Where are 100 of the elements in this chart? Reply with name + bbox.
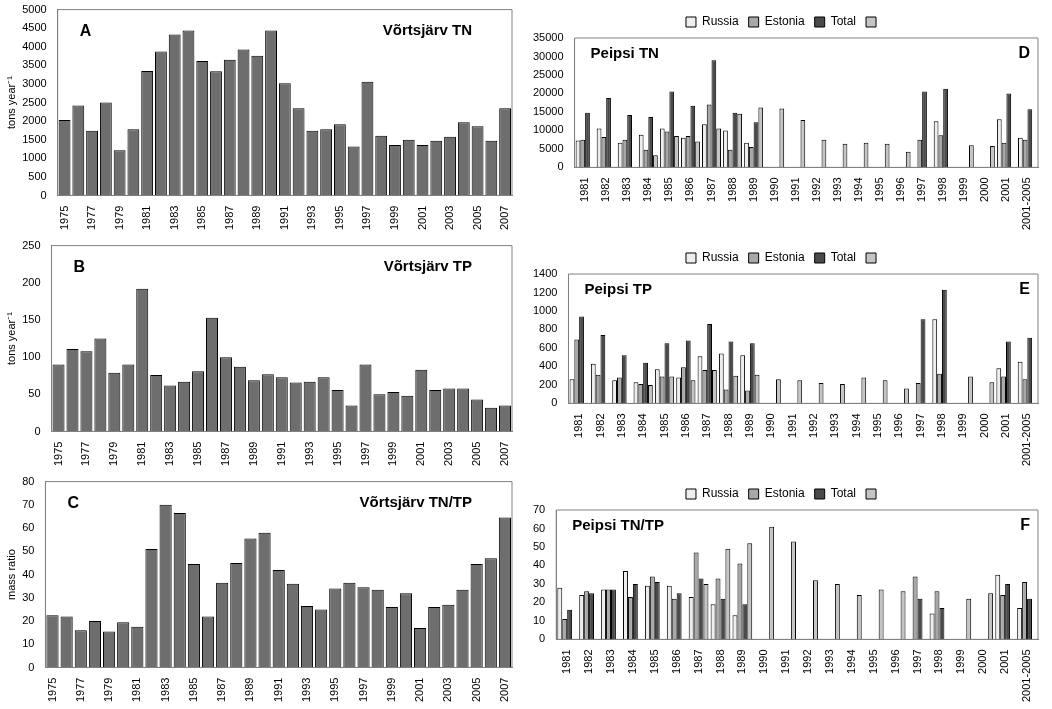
x-tick-label: 1997 [915, 177, 928, 202]
y-tick-label: 50 [532, 540, 546, 552]
y-tick-label: 200 [22, 275, 41, 288]
x-tick-label: 1994 [851, 177, 864, 202]
x-tick-label: 1984 [636, 413, 649, 438]
x-tick-label: 1975 [57, 205, 70, 231]
x-tick-label: 1995 [330, 441, 343, 467]
x-tick-label: 1996 [894, 177, 907, 202]
y-tick-label: 70 [22, 497, 35, 510]
x-tick-label: 2005 [470, 205, 483, 231]
x-tick-label: 1999 [384, 677, 397, 703]
x-tick-label: 2000 [976, 649, 989, 674]
x-tick-label: 1987 [700, 413, 713, 438]
x-tick-label: 1987 [222, 205, 235, 231]
y-tick-label: 35000 [532, 31, 564, 44]
y-tick-label: 30000 [532, 49, 564, 62]
x-tick-label: 1986 [683, 177, 696, 202]
x-tick-label: 1997 [913, 413, 926, 438]
y-tick-label: 800 [539, 322, 558, 335]
y-tick-label: 20 [532, 595, 546, 608]
x-tick-label: 1999 [957, 177, 970, 202]
x-tick-label: 1988 [713, 649, 726, 674]
y-tick-label: 400 [539, 359, 558, 372]
y-tick-label: 40 [22, 567, 35, 580]
x-tick-label: 1988 [721, 413, 734, 438]
x-tick-label: 2001 [413, 677, 426, 703]
x-tick-label: 1975 [45, 677, 58, 703]
legend-label: Estonia [764, 486, 805, 501]
x-tick-label: 1995 [866, 649, 879, 674]
legend-label: Russia [701, 14, 739, 29]
y-tick-label: 4000 [22, 39, 47, 52]
x-tick-label: 1981 [130, 677, 143, 703]
x-tick-label: 2000 [978, 177, 991, 202]
y-tick-label: 60 [532, 521, 546, 534]
x-tick-label: 1991 [277, 205, 290, 231]
y-tick-label: 1500 [22, 132, 47, 145]
x-tick-label: 1993 [823, 649, 835, 674]
x-tick-label: 1995 [328, 677, 341, 703]
y-tick-label: 30 [22, 590, 35, 603]
x-tick-label: 2001-2005 [1020, 413, 1033, 466]
x-tick-label: 1979 [102, 677, 115, 703]
y-tick-label: 3500 [22, 58, 47, 71]
x-tick-label: 2005 [470, 441, 483, 467]
x-tick-label: 1983 [614, 413, 627, 438]
y-tick-label: 60 [22, 521, 35, 534]
x-tick-label: 1977 [79, 441, 92, 467]
x-tick-label: 1993 [828, 413, 841, 438]
x-tick-label: 2003 [443, 205, 456, 231]
legend-label: Russia [701, 250, 739, 265]
x-tick-label: 1991 [788, 177, 801, 202]
y-tick-label: 5000 [539, 141, 564, 154]
annotation: D [1018, 44, 1030, 62]
x-tick-label: 1997 [910, 649, 923, 674]
y-tick-label: 80 [22, 474, 35, 487]
x-tick-label: 1997 [360, 205, 373, 231]
chart-title: Peipsi TN [590, 43, 659, 61]
x-tick-label: 1989 [243, 677, 256, 703]
y-tick-label: 1000 [532, 304, 558, 316]
x-tick-label: 2001-2005 [1020, 177, 1033, 230]
x-tick-label: 1985 [195, 205, 208, 231]
x-tick-label: 2005 [469, 677, 482, 703]
x-tick-label: 1985 [662, 177, 675, 202]
x-tick-label: 1993 [830, 177, 843, 202]
x-tick-label: 1987 [691, 649, 704, 674]
legend-label: Total [830, 14, 857, 29]
x-tick-label: 1996 [888, 649, 901, 674]
y-tick-label: 25000 [532, 68, 564, 80]
x-tick-label: 1995 [870, 413, 883, 438]
x-tick-label: 1977 [85, 205, 98, 231]
y-tick-label: 50 [28, 387, 41, 400]
x-tick-label: 1999 [386, 441, 399, 467]
x-tick-label: 1984 [625, 649, 638, 674]
x-tick-label: 1992 [801, 649, 814, 674]
x-tick-label: 1998 [936, 177, 949, 202]
y-tick-label: 100 [22, 350, 41, 363]
legend-label: Estonia [764, 14, 805, 29]
x-tick-label: 2001-2005 [1020, 649, 1033, 702]
x-tick-label: 1990 [767, 177, 780, 202]
x-tick-label: 1982 [599, 177, 612, 202]
x-tick-label: 1983 [604, 649, 617, 674]
y-tick-label: 10000 [532, 123, 564, 136]
y-tick-label: 250 [22, 238, 41, 251]
x-tick-label: 1992 [806, 413, 819, 438]
y-axis-title: mass ratio [4, 549, 17, 600]
x-tick-label: 1982 [582, 649, 595, 674]
y-axis-title: tons year⁻¹ [4, 75, 17, 130]
x-tick-label: 1979 [112, 205, 125, 231]
x-tick-label: 1999 [954, 649, 967, 674]
y-tick-label: 2000 [22, 114, 47, 127]
x-tick-label: 1991 [271, 677, 284, 703]
x-tick-label: 1983 [620, 177, 633, 202]
chart-title: Peipsi TP [584, 279, 652, 297]
x-tick-label: 1994 [849, 413, 862, 438]
x-tick-label: 1981 [560, 649, 573, 674]
x-tick-label: 1982 [593, 413, 606, 438]
y-tick-label: 3000 [22, 77, 47, 89]
x-tick-label: 1995 [332, 205, 345, 231]
x-tick-label: 1998 [934, 413, 947, 438]
x-tick-label: 1981 [578, 177, 591, 202]
x-tick-label: 1993 [302, 441, 315, 467]
